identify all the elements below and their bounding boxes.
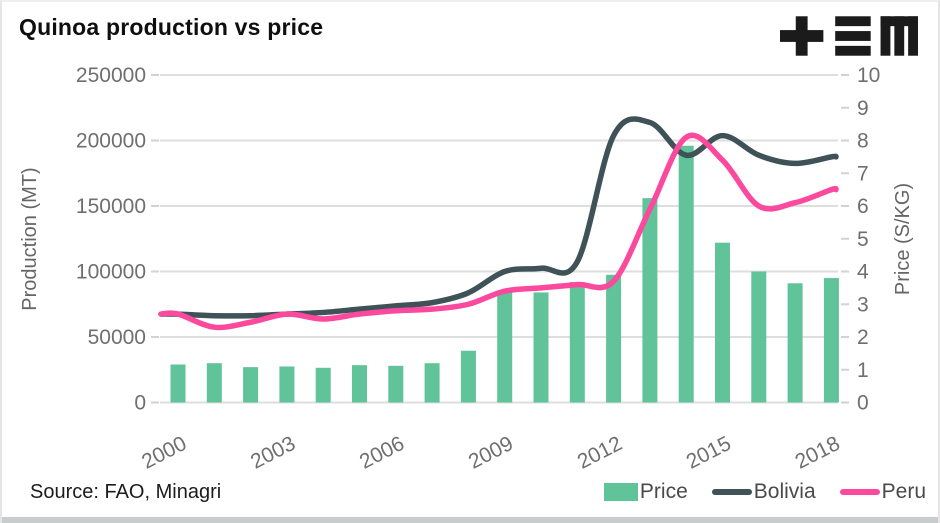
production-bar-2003 [279, 366, 295, 403]
legend-label-peru: Peru [881, 480, 926, 503]
right-axis-tick-label: 4 [857, 261, 869, 284]
left-axis-tick-label: 150000 [76, 195, 146, 218]
production-bar-2016 [751, 271, 767, 403]
production-bar-2011 [569, 281, 585, 403]
production-bar-2008 [460, 350, 476, 403]
production-bar-2015 [715, 242, 730, 403]
right-axis-tick-label: 6 [857, 195, 869, 218]
right-axis-tick-label: 5 [857, 228, 869, 251]
right-axis-tick-label: 0 [857, 392, 869, 415]
production-bar-2005 [352, 365, 367, 403]
production-bar-2004 [315, 367, 331, 403]
production-bar-2002 [243, 367, 259, 403]
x-axis-tick-label: 2012 [574, 432, 626, 474]
bottom-edge-band [2, 517, 938, 523]
production-bar-2012 [606, 274, 622, 403]
legend-item-peru: Peru [839, 480, 926, 504]
right-axis-title: Price (S/KG) [892, 183, 914, 295]
right-axis-tick-label: 10 [857, 64, 880, 87]
peru-line-swatch-icon [839, 489, 880, 495]
production-bar-2013 [642, 198, 658, 403]
tem-logo-glyphs [780, 16, 918, 56]
x-axis-tick-label: 2000 [138, 432, 190, 474]
tem-logo-icon [780, 14, 918, 58]
bolivia-line-swatch-icon [711, 489, 752, 495]
production-bar-2017 [787, 283, 803, 403]
x-axis-tick-label: 2018 [792, 432, 844, 474]
production-bar-2000 [170, 364, 186, 403]
left-axis-tick-label: 200000 [76, 130, 146, 153]
x-axis-tick-label: 2009 [465, 432, 517, 474]
legend-item-bolivia: Bolivia [711, 480, 816, 504]
right-axis-tick-label: 1 [857, 359, 869, 382]
x-axis-tick-label: 2015 [683, 432, 735, 474]
legend-label-bolivia: Bolivia [753, 480, 816, 503]
production-bar-2006 [388, 365, 404, 403]
left-axis-title: Production (MT) [19, 167, 41, 310]
legend-item-price: Price [603, 480, 688, 504]
production-bar-2001 [206, 363, 222, 403]
peru-price-line [158, 132, 839, 331]
x-axis-tick-label: 2003 [247, 432, 299, 474]
right-axis-tick-label: 7 [857, 162, 869, 185]
left-axis-tick-label: 0 [134, 392, 146, 415]
left-axis-tick-label: 100000 [76, 261, 146, 284]
legend: Price Bolivia Peru [603, 480, 926, 504]
production-bar-2007 [424, 363, 440, 403]
legend-label-price: Price [639, 480, 688, 503]
production-bar-2009 [497, 292, 513, 403]
x-axis-tick-label: 2006 [356, 432, 408, 474]
right-axis-tick-label: 2 [857, 326, 869, 349]
production-bar-2010 [533, 292, 549, 403]
left-axis-tick-label: 50000 [88, 326, 146, 349]
right-axis-tick-label: 3 [857, 293, 869, 316]
chart-title: Quinoa production vs price [19, 14, 324, 40]
right-axis-tick-label: 9 [857, 97, 869, 120]
bolivia-price-line [158, 116, 839, 319]
production-bar-2014 [678, 145, 694, 403]
right-axis-tick-label: 8 [857, 130, 869, 153]
production-bar-2018 [823, 278, 839, 403]
source-note: Source: FAO, Minagri [30, 481, 222, 503]
left-axis-tick-label: 250000 [76, 64, 146, 87]
price-bar-swatch-icon [603, 483, 638, 501]
